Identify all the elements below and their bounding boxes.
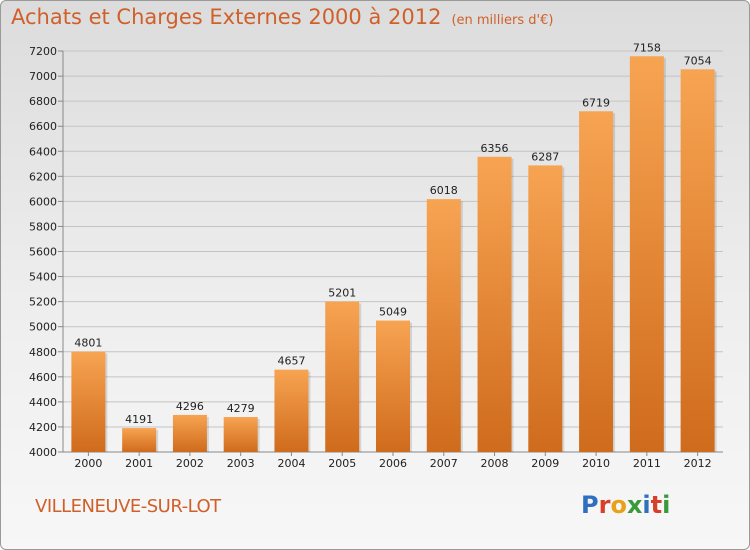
y-tick-label: 6400 [29,145,57,158]
y-tick-label: 4600 [29,371,57,384]
bar [223,417,258,452]
data-label: 4657 [277,355,305,368]
y-tick-label: 5600 [29,246,57,259]
y-tick-label: 7200 [29,45,57,58]
y-tick-label: 6600 [29,120,57,133]
x-tick-label: 2000 [74,457,102,470]
data-label: 5049 [379,306,407,319]
y-tick-label: 5200 [29,296,57,309]
commune-name: VILLENEUVE-SUR-LOT [35,496,221,517]
y-tick-label: 6200 [29,170,57,183]
data-label: 7158 [633,41,661,54]
x-tick-label: 2001 [125,457,153,470]
logo-letter: P [581,491,599,519]
data-label: 6719 [582,96,610,109]
bar [122,428,157,452]
bar [680,69,715,452]
data-labels: 4801 4191 4296 4279 4657 5201 5049 6018 6356 6287… [74,41,711,426]
y-tick-label: 4800 [29,346,57,359]
logo-letter: i [662,491,671,519]
x-tick-label: 2007 [430,457,458,470]
x-tick-label: 2003 [227,457,255,470]
chart-unit: (en milliers d'€) [451,13,554,28]
bars [71,56,717,453]
bar [71,351,106,452]
x-tick-label: 2008 [481,457,509,470]
data-label: 6018 [430,184,458,197]
bar [325,301,360,452]
x-tick-label: 2010 [582,457,610,470]
x-tick-label: 2011 [633,457,661,470]
data-label: 7054 [684,54,712,67]
y-tick-label: 4000 [29,446,57,459]
bar [274,369,309,452]
x-tick-label: 2006 [379,457,407,470]
bar [172,414,207,452]
chart-title-text: Achats et Charges Externes 2000 à 2012 [11,5,442,29]
y-tick-label: 4400 [29,396,57,409]
x-tick-label: 2009 [531,457,559,470]
x-tick-label: 2002 [176,457,204,470]
chart-title: Achats et Charges Externes 2000 à 2012 (e… [11,5,553,29]
proxiti-logo[interactable]: Proxiti [581,491,670,519]
data-label: 4191 [125,413,153,426]
x-tick-label: 2005 [328,457,356,470]
x-tick-label: 2004 [277,457,305,470]
bar [579,111,614,452]
y-tick-label: 6000 [29,195,57,208]
logo-letter: r [598,491,611,519]
bar [426,199,461,452]
bar [528,165,563,452]
y-tick-label: 7000 [29,70,57,83]
y-tick-label: 5000 [29,321,57,334]
logo-letter: t [650,491,663,519]
x-tick-label: 2012 [684,457,712,470]
data-label: 5201 [328,286,356,299]
bar [477,156,512,453]
y-tick-label: 6800 [29,95,57,108]
data-label: 6356 [481,142,509,155]
data-label: 4296 [176,400,204,413]
y-tick-label: 4200 [29,421,57,434]
data-label: 4801 [74,337,102,350]
logo-letter: o [610,491,627,519]
bar [376,320,410,452]
y-tick-label: 5400 [29,271,57,284]
logo-letter: x [626,491,643,519]
x-axis-ticks: 2000 2001 2002 2003 2004 2005 2006 2007 2008 2009… [74,452,712,470]
y-tick-label: 5800 [29,220,57,233]
bar [629,56,664,453]
data-label: 6287 [531,150,559,163]
data-label: 4279 [227,402,255,415]
y-axis-ticks: 4000 4200 4400 4600 4800 5000 5200 5400 5600 5800… [29,45,57,459]
logo-letter: i [642,491,651,519]
